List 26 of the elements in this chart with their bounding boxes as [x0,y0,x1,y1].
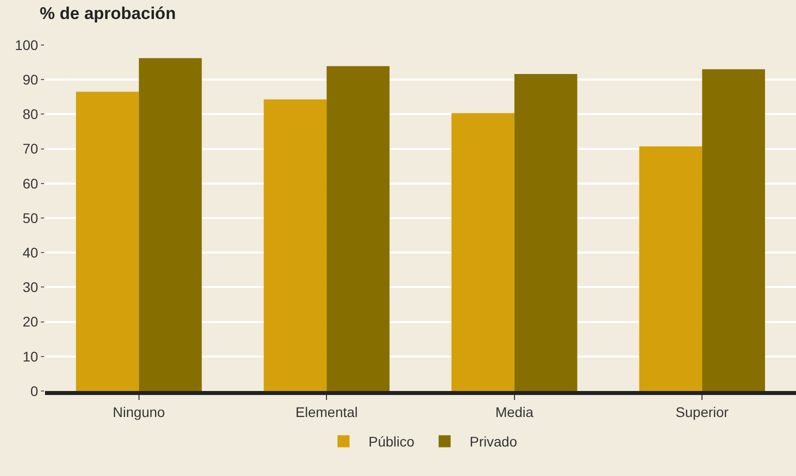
x-tick-label: Elemental [295,404,358,420]
bar [702,69,766,391]
y-tick-label: 0 [30,382,38,399]
y-tick-label: 90 [22,72,38,88]
bar [326,66,390,391]
y-tick-label: 10 [22,348,38,364]
y-tick-label: 30 [22,279,38,296]
x-tick-label: Superior [676,404,729,420]
bar [76,92,139,391]
y-tick-label: 80 [22,106,38,122]
y-tick-label: 40 [22,244,38,260]
bar [639,146,702,391]
y-tick-label: 60 [22,175,38,192]
y-tick-label: 70 [22,140,38,157]
y-tick-label: 50 [22,210,38,226]
legend-label: Privado [470,434,518,450]
chart-title: % de aprobación [40,4,176,24]
bar [264,99,327,391]
legend-label: Público [368,434,415,450]
y-tick-label: 100 [14,36,38,53]
bar [138,58,202,391]
x-tick-label: Ninguno [112,404,166,420]
bar [451,113,514,391]
y-tick-label: 20 [22,314,38,330]
bar [514,74,578,391]
x-tick-label: Media [495,404,534,420]
